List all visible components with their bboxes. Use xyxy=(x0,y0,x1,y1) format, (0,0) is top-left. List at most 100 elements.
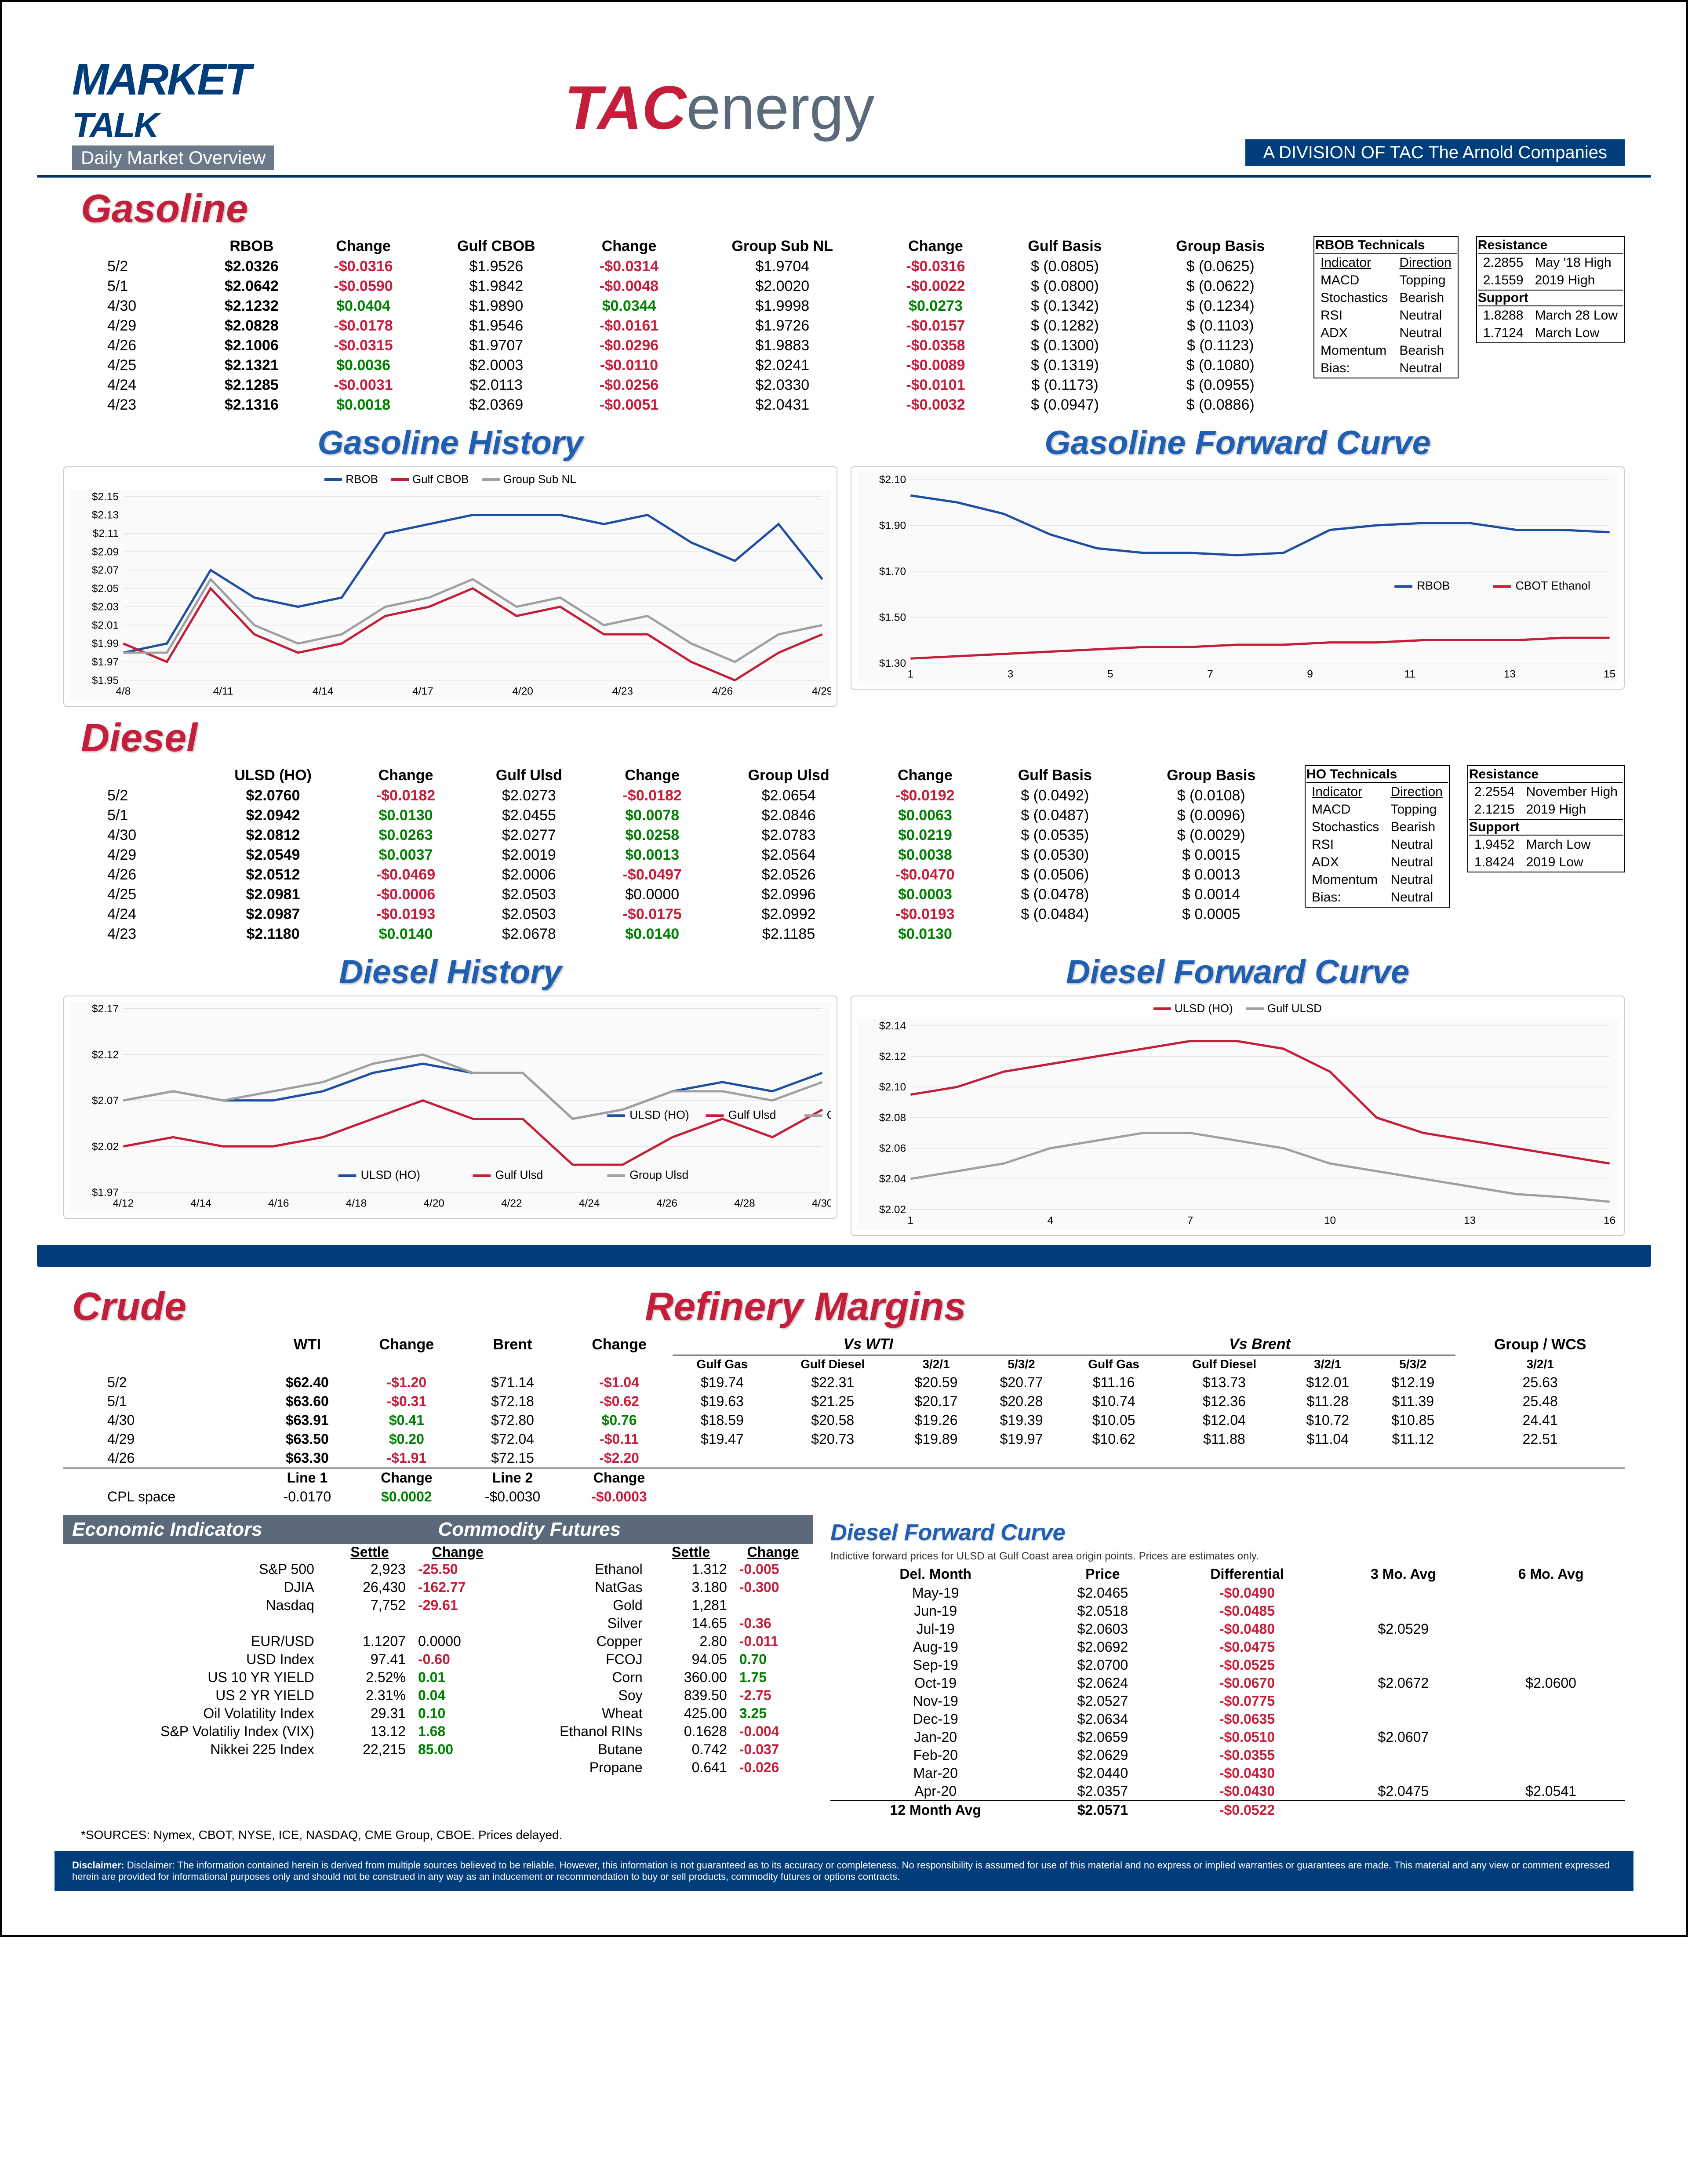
svg-text:$2.15: $2.15 xyxy=(92,491,119,503)
svg-text:ULSD (HO): ULSD (HO) xyxy=(361,1168,420,1181)
svg-text:4/26: 4/26 xyxy=(656,1197,677,1209)
res-title: Resistance xyxy=(1478,238,1623,254)
svg-text:$2.11: $2.11 xyxy=(93,527,119,539)
svg-text:4/29: 4/29 xyxy=(812,685,831,697)
svg-text:Group Ulsd: Group Ulsd xyxy=(629,1168,688,1181)
gasoline-resistance: Resistance 2.2855May '18 High2.15592019 … xyxy=(1476,236,1625,343)
svg-text:16: 16 xyxy=(1604,1214,1615,1226)
svg-text:$1.50: $1.50 xyxy=(879,611,906,623)
svg-text:$2.17: $2.17 xyxy=(92,1003,119,1015)
res-title: Resistance xyxy=(1469,767,1623,783)
svg-text:Gulf Ulsd: Gulf Ulsd xyxy=(728,1108,776,1122)
svg-text:4/11: 4/11 xyxy=(213,685,233,697)
svg-text:$1.99: $1.99 xyxy=(92,638,119,650)
svg-text:7: 7 xyxy=(1187,1214,1193,1226)
svg-text:$2.05: $2.05 xyxy=(92,583,119,595)
svg-text:$2.14: $2.14 xyxy=(879,1020,906,1032)
gasoline-table: RBOBChangeGulf CBOBChangeGroup Sub NLCha… xyxy=(63,236,1305,415)
svg-text:10: 10 xyxy=(1324,1214,1336,1226)
brand-line2: TALK xyxy=(72,105,274,145)
brand-block: MARKET TALK Daily Market Overview xyxy=(72,55,274,170)
svg-text:4/16: 4/16 xyxy=(268,1197,289,1209)
diesel-forward-curve-table: Diesel Forward Curve Indictive forward p… xyxy=(830,1515,1625,1819)
svg-text:Group Ulsd: Group Ulsd xyxy=(827,1108,831,1122)
svg-text:4/28: 4/28 xyxy=(734,1197,755,1209)
svg-text:$2.02: $2.02 xyxy=(879,1204,906,1216)
svg-text:4/30: 4/30 xyxy=(812,1197,831,1209)
svg-text:$2.07: $2.07 xyxy=(92,564,119,576)
svg-text:$1.70: $1.70 xyxy=(879,566,906,578)
svg-text:$2.12: $2.12 xyxy=(879,1051,906,1063)
svg-text:$2.04: $2.04 xyxy=(879,1173,906,1185)
svg-text:$1.30: $1.30 xyxy=(879,658,906,669)
gasoline-history-chart: RBOBGulf CBOBGroup Sub NL $1.95$1.97$1.9… xyxy=(63,466,837,707)
svg-text:$2.07: $2.07 xyxy=(92,1095,119,1107)
diesel-forward-title: Diesel Forward Curve xyxy=(851,953,1625,991)
diesel-history-title: Diesel History xyxy=(63,953,837,991)
svg-text:$1.97: $1.97 xyxy=(92,656,119,668)
svg-text:4/14: 4/14 xyxy=(190,1197,211,1209)
svg-text:$2.09: $2.09 xyxy=(92,546,119,558)
tagline: Daily Market Overview xyxy=(72,145,274,170)
svg-text:4/17: 4/17 xyxy=(412,685,433,697)
svg-text:4/8: 4/8 xyxy=(116,685,131,697)
gasoline-technicals: RBOB Technicals IndicatorDirectionMACDTo… xyxy=(1313,236,1459,378)
gasoline-history-title: Gasoline History xyxy=(63,424,837,462)
svg-text:4/12: 4/12 xyxy=(113,1197,134,1209)
diesel-resistance: Resistance 2.2554November High2.12152019… xyxy=(1467,765,1625,872)
svg-text:ULSD (HO): ULSD (HO) xyxy=(629,1108,689,1122)
svg-text:4/24: 4/24 xyxy=(579,1197,600,1209)
svg-text:4/20: 4/20 xyxy=(423,1197,444,1209)
diesel-forward-chart: ULSD (HO)Gulf ULSD $2.02$2.04$2.06$2.08$… xyxy=(851,996,1625,1236)
svg-text:$2.02: $2.02 xyxy=(92,1141,119,1152)
svg-text:4/20: 4/20 xyxy=(512,685,533,697)
diesel-table: ULSD (HO)ChangeGulf UlsdChangeGroup Ulsd… xyxy=(63,765,1296,944)
tac-logo: TACenergy xyxy=(564,72,874,143)
svg-text:CBOT Ethanol: CBOT Ethanol xyxy=(1516,579,1590,592)
svg-text:RBOB: RBOB xyxy=(1417,579,1450,592)
svg-text:$1.95: $1.95 xyxy=(92,675,119,687)
svg-text:4/22: 4/22 xyxy=(501,1197,522,1209)
divider xyxy=(37,1245,1651,1267)
svg-text:$2.12: $2.12 xyxy=(92,1049,119,1061)
sources: *SOURCES: Nymex, CBOT, NYSE, ICE, NASDAQ… xyxy=(81,1828,1607,1842)
svg-text:4: 4 xyxy=(1048,1214,1054,1226)
division-line: A DIVISION OF TAC The Arnold Companies xyxy=(1245,139,1625,166)
svg-text:$2.08: $2.08 xyxy=(879,1112,906,1124)
svg-text:4/26: 4/26 xyxy=(712,685,733,697)
svg-text:4/18: 4/18 xyxy=(346,1197,367,1209)
economic-indicators: Economic Indicators Commodity Futures Se… xyxy=(63,1515,813,1819)
svg-text:7: 7 xyxy=(1207,668,1213,680)
gasoline-title: Gasoline xyxy=(81,186,1651,232)
crude-title: Crude xyxy=(72,1284,610,1330)
svg-text:$2.01: $2.01 xyxy=(92,619,119,631)
diesel-title: Diesel xyxy=(81,716,1651,761)
svg-text:1: 1 xyxy=(908,668,914,680)
brand-line1: MARKET xyxy=(72,55,274,105)
svg-text:9: 9 xyxy=(1307,668,1313,680)
svg-text:Gulf Ulsd: Gulf Ulsd xyxy=(495,1168,543,1181)
crude-refinery-table: WTI Change Brent Change Vs WTI Vs Brent … xyxy=(63,1334,1625,1506)
diesel-history-chart: $1.97$2.02$2.07$2.12$2.174/124/144/164/1… xyxy=(63,996,837,1219)
svg-text:5: 5 xyxy=(1107,668,1113,680)
svg-text:$2.10: $2.10 xyxy=(879,474,906,486)
refinery-title: Refinery Margins xyxy=(645,1284,1625,1330)
svg-text:11: 11 xyxy=(1404,668,1415,680)
tech-title: RBOB Technicals xyxy=(1315,238,1457,254)
diesel-technicals: HO Technicals IndicatorDirectionMACDTopp… xyxy=(1305,765,1450,908)
logo-energy: energy xyxy=(686,73,874,142)
svg-text:$2.10: $2.10 xyxy=(879,1081,906,1093)
header: MARKET TALK Daily Market Overview TACene… xyxy=(37,37,1651,178)
svg-text:1: 1 xyxy=(908,1214,914,1226)
svg-text:$2.03: $2.03 xyxy=(92,601,119,613)
gasoline-forward-chart: $1.30$1.50$1.70$1.90$2.1013579111315RBOB… xyxy=(851,466,1625,690)
gasoline-forward-title: Gasoline Forward Curve xyxy=(851,424,1625,462)
svg-text:$1.90: $1.90 xyxy=(879,520,906,531)
svg-text:15: 15 xyxy=(1604,668,1615,680)
svg-text:4/23: 4/23 xyxy=(612,685,633,697)
svg-text:13: 13 xyxy=(1504,668,1516,680)
disclaimer: Disclaimer: Disclaimer: The information … xyxy=(55,1851,1633,1891)
tech-title: HO Technicals xyxy=(1306,767,1448,783)
logo-tac: TAC xyxy=(564,73,686,142)
svg-text:$2.13: $2.13 xyxy=(92,509,119,521)
